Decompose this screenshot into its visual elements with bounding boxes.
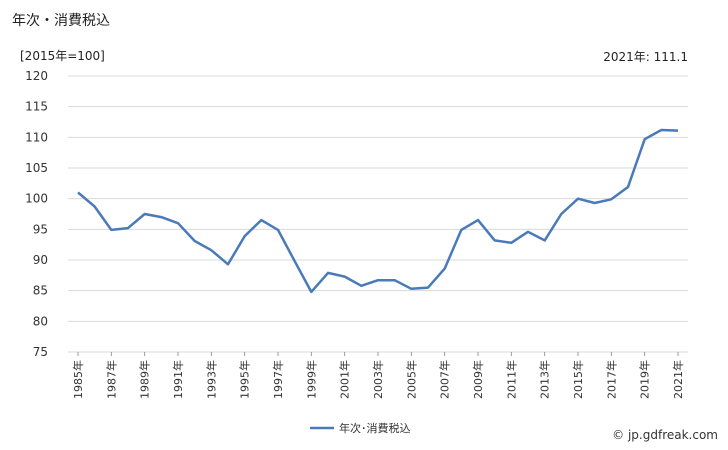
x-tick-label: 1987年	[104, 360, 118, 399]
y-tick-label: 90	[33, 253, 48, 267]
y-tick-label: 100	[25, 192, 48, 206]
x-tick-labels: 1985年 1987年 1989年 1991年 1993年 1995年 1997年 1999年…	[71, 352, 685, 399]
y-axis-unit-label: [2015年=100]	[20, 49, 105, 63]
x-tick-label: 2003年	[371, 360, 385, 399]
series-line	[77, 128, 679, 294]
x-tick-label: 1999年	[304, 360, 318, 399]
x-tick-label: 2017年	[604, 360, 618, 399]
y-tick-label: 120	[25, 69, 48, 83]
y-tick-label: 85	[33, 284, 48, 298]
x-tick-label: 2007年	[438, 360, 452, 399]
x-tick-label: 2021年	[671, 360, 685, 399]
x-tick-label: 2019年	[638, 360, 652, 399]
source-credit: © jp.gdfreak.com	[612, 428, 718, 442]
legend-label: 年次･消費税込	[339, 421, 411, 435]
y-tick-label: 80	[33, 314, 48, 328]
y-tick-labels: 75 80 85 90 95 100 105 110 115 120	[25, 69, 48, 359]
grid-lines	[68, 75, 688, 353]
x-tick-label: 1989年	[138, 360, 152, 399]
y-tick-label: 95	[33, 222, 48, 236]
x-tick-label: 1985年	[71, 360, 85, 399]
chart-title: 年次・消費税込	[12, 13, 110, 29]
x-tick-label: 2001年	[338, 360, 352, 399]
y-tick-label: 105	[25, 161, 48, 175]
x-tick-label: 2009年	[471, 360, 485, 399]
x-tick-label: 1997年	[271, 360, 285, 399]
x-tick-label: 2011年	[504, 360, 518, 399]
y-tick-label: 115	[25, 100, 48, 114]
x-tick-label: 2005年	[404, 360, 418, 399]
x-tick-label: 2015年	[571, 360, 585, 399]
latest-value-label: 2021年: 111.1	[603, 50, 688, 64]
x-tick-label: 1991年	[171, 360, 185, 399]
y-tick-label: 110	[25, 130, 48, 144]
y-tick-label: 75	[33, 345, 48, 359]
x-tick-label: 1995年	[238, 360, 252, 399]
x-tick-label: 1993年	[204, 360, 218, 399]
legend: 年次･消費税込	[310, 421, 411, 435]
x-tick-label: 2013年	[538, 360, 552, 399]
